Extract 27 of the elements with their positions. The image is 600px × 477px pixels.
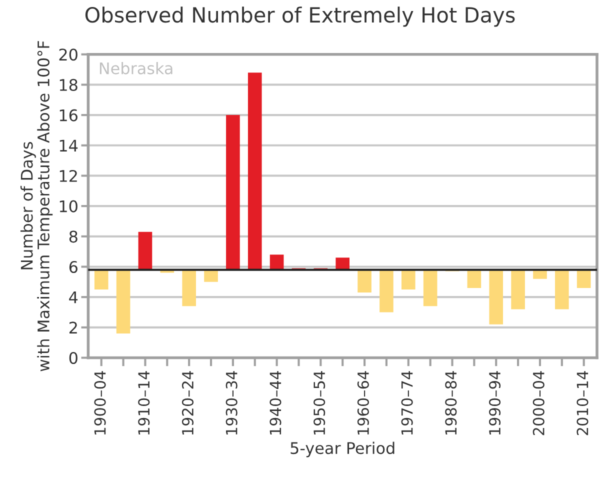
x-tick-label: 1980–84 xyxy=(445,371,457,435)
annotation: Nebraska xyxy=(100,62,172,74)
x-tick-label: 1960–64 xyxy=(357,371,369,435)
x-tick-label: 2000–04 xyxy=(532,371,544,436)
x-tick-label: 1900–04 xyxy=(94,371,106,435)
x-tick-label: 1920–24 xyxy=(182,371,194,435)
x-tick-label: 1910–14 xyxy=(138,371,150,435)
y-tick-label: 12 xyxy=(60,170,77,182)
x-tick-label: 1940–44 xyxy=(270,371,282,435)
y-tick-label: 16 xyxy=(60,109,78,122)
y-tick-label: 18 xyxy=(60,78,78,92)
y-tick-label: 0 xyxy=(69,352,78,364)
x-tick-label: 2010–14 xyxy=(576,371,588,436)
y-tick-label: 2 xyxy=(69,322,77,334)
x-tick-label: 1970–74 xyxy=(401,371,413,435)
y-tick-label: 6 xyxy=(69,260,78,274)
x-tick-label: 1950–54 xyxy=(314,371,326,435)
y-tick-label: 14 xyxy=(60,140,78,152)
y-tick-label: 4 xyxy=(69,292,78,304)
y-tick-label: 8 xyxy=(69,230,78,243)
x-tick-label: 1930–34 xyxy=(226,371,238,435)
y-tick-label: 10 xyxy=(60,200,78,212)
x-tick-label: 1990–94 xyxy=(488,371,501,435)
y-tick-label: 20 xyxy=(59,48,78,61)
x-axis-title: 5-year Period xyxy=(290,442,394,458)
chart-title: Observed Number of Extremely Hot Days xyxy=(85,6,515,27)
y-axis-title: Number of Days with Maximum Temperature Above 100°F xyxy=(20,41,53,372)
